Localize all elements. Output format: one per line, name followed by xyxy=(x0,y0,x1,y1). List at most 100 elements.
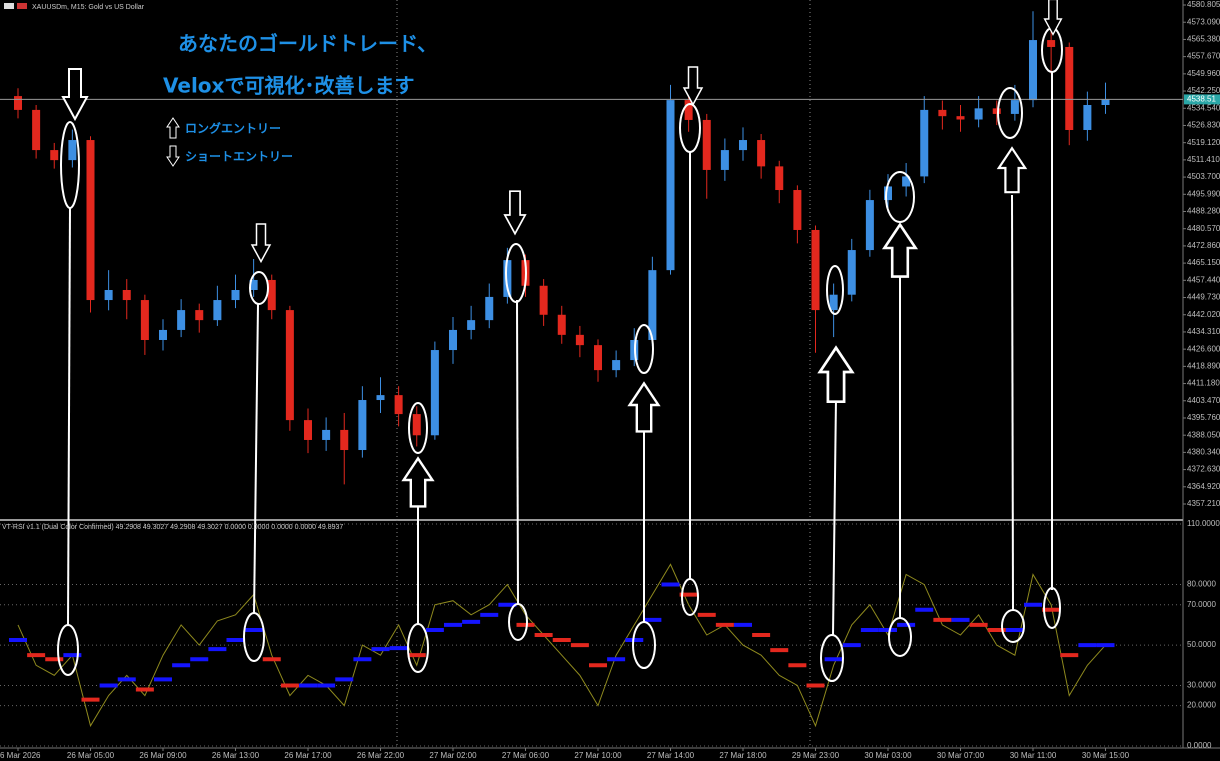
entry-ellipse xyxy=(243,612,265,662)
candle-body xyxy=(213,300,222,321)
link-line xyxy=(253,303,259,615)
x-tick-label: 27 Mar 10:00 xyxy=(574,751,622,760)
y-tick-label: 4565.380 xyxy=(1187,35,1220,44)
candle-body xyxy=(32,109,41,151)
long-arrow xyxy=(627,381,661,433)
entry-ellipse xyxy=(632,621,656,669)
legend-short-icon xyxy=(166,145,180,167)
candle-body xyxy=(1065,46,1074,130)
legend-long-icon xyxy=(166,117,180,139)
candle-body xyxy=(720,150,729,170)
short-arrow xyxy=(503,190,527,236)
link-line xyxy=(516,299,519,605)
y-tick-label: 4403.470 xyxy=(1187,396,1220,405)
candle-body xyxy=(467,320,476,330)
window-icon xyxy=(17,3,27,9)
candle-body xyxy=(884,186,892,201)
candle-body xyxy=(68,140,77,161)
candle-body xyxy=(992,108,1001,114)
candle-body xyxy=(485,296,494,321)
candle-body xyxy=(140,300,149,340)
candle-body xyxy=(340,429,349,451)
last-price-box xyxy=(1184,94,1220,105)
annotations xyxy=(57,0,1063,682)
link-line xyxy=(1011,194,1014,611)
candle-body xyxy=(86,140,95,301)
x-tick-label: 26 Mar 2026 xyxy=(0,751,41,760)
y-tick-label: 4372.630 xyxy=(1187,465,1220,474)
candle-body xyxy=(829,294,838,311)
y-tick-label: 30.0000 xyxy=(1187,681,1216,690)
candle-body xyxy=(793,190,802,230)
candle-body xyxy=(974,108,983,120)
y-tick-label: 4573.090 xyxy=(1187,17,1220,26)
x-tick-label: 30 Mar 03:00 xyxy=(864,751,912,760)
entry-ellipse xyxy=(249,271,269,305)
x-tick-label: 27 Mar 02:00 xyxy=(429,751,477,760)
long-arrow xyxy=(401,456,435,508)
entry-ellipse xyxy=(820,634,844,682)
entry-ellipse xyxy=(634,324,654,374)
y-tick-label: 70.0000 xyxy=(1187,600,1216,609)
candle-body xyxy=(539,285,548,315)
headline-sub: Veloxで可視化･改善します xyxy=(163,74,414,98)
entry-ellipse xyxy=(1043,587,1061,629)
entry-ellipse xyxy=(505,243,527,303)
link-line xyxy=(832,397,837,636)
x-tick-label: 26 Mar 05:00 xyxy=(67,751,115,760)
entry-ellipse xyxy=(407,623,429,673)
candle-body xyxy=(920,109,929,177)
candle-body xyxy=(267,279,276,311)
x-tick-label: 27 Mar 06:00 xyxy=(502,751,550,760)
y-tick-label: 4495.990 xyxy=(1187,189,1220,198)
long-arrow xyxy=(817,345,855,404)
y-tick-label: 20.0000 xyxy=(1187,701,1216,710)
legend-short: ショートエントリー xyxy=(185,150,293,164)
candle-body xyxy=(956,116,965,120)
y-tick-label: 4526.830 xyxy=(1187,121,1220,130)
candle-body xyxy=(503,260,512,297)
y-tick-label: 4511.410 xyxy=(1187,155,1220,164)
candle-body xyxy=(648,270,657,340)
x-tick-label: 30 Mar 07:00 xyxy=(937,751,985,760)
y-tick-label: 4449.730 xyxy=(1187,293,1220,302)
candle-body xyxy=(1029,40,1037,101)
entry-ellipse xyxy=(508,603,528,641)
short-arrow xyxy=(250,223,272,264)
y-tick-label: 4426.600 xyxy=(1187,344,1220,353)
candle-body xyxy=(394,395,403,415)
y-tick-label: 4503.700 xyxy=(1187,172,1220,181)
entry-ellipse xyxy=(679,103,701,153)
signal-line xyxy=(17,563,1106,728)
candle-body xyxy=(847,250,856,295)
x-tick-label: 27 Mar 18:00 xyxy=(719,751,767,760)
headline: あなたのゴールドトレード、 xyxy=(178,32,437,56)
y-tick-label: 4549.960 xyxy=(1187,69,1220,78)
long-arrow xyxy=(996,146,1028,194)
entry-ellipse xyxy=(888,617,912,657)
long-arrow xyxy=(881,222,919,278)
candle-body xyxy=(557,314,566,335)
entry-ellipse xyxy=(826,265,844,315)
y-tick-label: 0.0000 xyxy=(1187,741,1212,750)
entry-ellipse xyxy=(57,624,79,676)
candle-body xyxy=(231,290,240,301)
y-tick-label: 110.0000 xyxy=(1187,519,1220,528)
y-tick-label: 4364.920 xyxy=(1187,482,1220,491)
y-tick-label: 4442.020 xyxy=(1187,310,1220,319)
candle-body xyxy=(575,334,584,346)
candle-body xyxy=(376,395,385,401)
y-tick-label: 4388.050 xyxy=(1187,430,1220,439)
y-tick-label: 80.0000 xyxy=(1187,580,1216,589)
y-tick-label: 4557.670 xyxy=(1187,52,1220,61)
y-tick-label: 4542.250 xyxy=(1187,86,1220,95)
entry-ellipse xyxy=(997,87,1023,139)
candle-body xyxy=(285,310,294,421)
y-tick-label: 4357.210 xyxy=(1187,499,1220,508)
entry-ellipse xyxy=(1001,609,1025,643)
candle-body xyxy=(865,200,874,251)
candle-body xyxy=(104,290,113,301)
short-arrow xyxy=(1043,0,1063,36)
